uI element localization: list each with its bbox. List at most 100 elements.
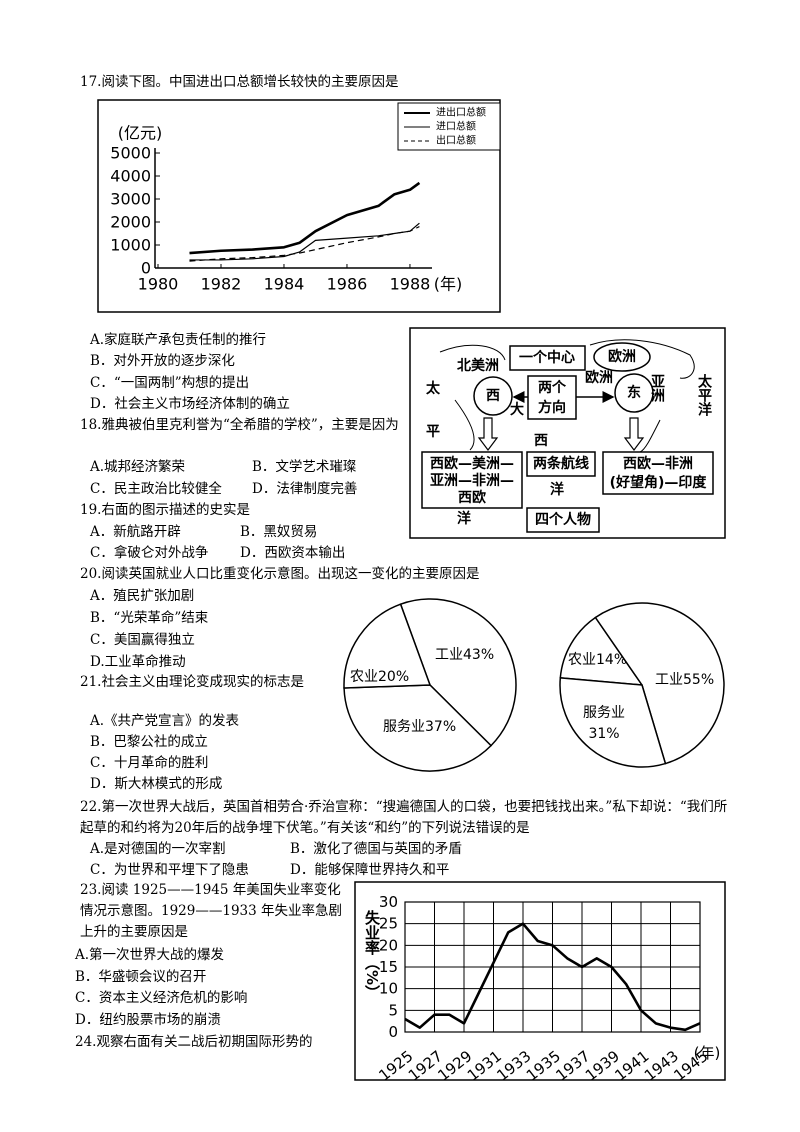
diagram-label: 欧洲 [585, 369, 613, 386]
slice-value: 20% [378, 669, 409, 685]
question-stem: 24.观察右面有关二战后初期国际形势的 [75, 1034, 313, 1050]
coastline [439, 339, 695, 453]
option: A.家庭联产承包责任制的推行 [90, 332, 267, 348]
y-tick-label: 3000 [110, 190, 151, 209]
y-tick-label: 5000 [110, 144, 151, 163]
diagram-label: 大 [510, 401, 524, 418]
data-line [189, 181, 421, 255]
option: A.第一次世界大战的爆发 [75, 947, 225, 963]
continent-oval [593, 342, 651, 372]
diagram-label: (好望角)—印度 [610, 474, 708, 491]
option: D．纽约股票市场的崩溃 [75, 1012, 221, 1028]
legend-label: 出口总额 [436, 134, 476, 147]
down-arrow [477, 417, 499, 451]
option: A．新航路开辟 [90, 524, 181, 540]
diagram-label: 西欧—美洲— [430, 455, 514, 472]
x-tick-label: 1984 [264, 275, 305, 294]
y-axis-label: (亿元) [118, 124, 163, 143]
y-tick-label: 10 [379, 980, 398, 998]
diagram-label: 欧洲 [608, 348, 636, 365]
slice-label: 服务业 [383, 719, 425, 735]
diagram-label: 西 [486, 388, 500, 404]
slice-label: 工业 [655, 672, 683, 688]
question-stem: 19.右面的图示描述的史实是 [80, 502, 250, 518]
option: C．十月革命的胜利 [90, 755, 209, 771]
x-tick-label: 1988 [390, 275, 431, 294]
y-tick-label: 5 [388, 1001, 398, 1019]
diagram-label: 亚洲—非洲— [430, 472, 514, 489]
option: D.工业革命推动 [90, 654, 186, 670]
box [602, 451, 714, 495]
option: B．文学艺术璀璨 [252, 459, 357, 475]
data-line [404, 922, 701, 1032]
slice-label: 农业 [568, 652, 596, 668]
option: D．斯大林模式的形成 [90, 776, 223, 792]
option: D．社会主义市场经济体制的确立 [90, 396, 290, 412]
y-tick-label: 0 [141, 259, 151, 278]
y-tick-label: 30 [379, 893, 398, 911]
slice-value: 55% [683, 672, 714, 688]
direction-circle [614, 373, 654, 413]
diagram-label: 北美洲 [457, 357, 499, 374]
diagram-label: 亚洲 [649, 374, 665, 403]
diagram-label: 西 [534, 433, 548, 449]
pie-slice [343, 684, 493, 772]
option: A．殖民扩张加剧 [90, 588, 195, 604]
data-line [189, 226, 420, 262]
diagram-label: 方向 [538, 399, 566, 416]
box [526, 451, 596, 477]
option: B．黑奴贸易 [240, 524, 318, 540]
y-axis-label: 失业率（%） [363, 909, 381, 1000]
diagram-label: 两条航线 [533, 455, 589, 472]
box [526, 507, 600, 533]
diagram-label: 两个 [538, 379, 567, 396]
question-stem: 20.阅读英国就业人口比重变化示意图。出现这一变化的主要原因是 [80, 566, 480, 582]
option: D．能够保障世界持久和平 [290, 862, 450, 878]
figure-frame [354, 881, 726, 1081]
data-line [189, 222, 420, 261]
legend-label: 进口总额 [436, 120, 476, 133]
question-stem: 23.阅读 1925——1945 年美国失业率变化情况示意图。1929——193… [80, 882, 343, 940]
y-tick-label: 2000 [110, 213, 151, 232]
option: B．对外开放的逐步深化 [90, 353, 235, 369]
slice-value: 31% [588, 726, 619, 742]
diagram-label: 洋 [550, 481, 564, 498]
option: B．巴黎公社的成立 [90, 734, 208, 750]
slice-label: 农业 [350, 669, 378, 685]
option: C．为世界和平埋下了隐患 [90, 862, 249, 878]
pie-slice [559, 616, 644, 686]
x-axis-label: (年) [434, 275, 463, 294]
x-tick-label: 1980 [138, 275, 179, 294]
diagram-label: 洋 [457, 510, 471, 527]
question-stem: 18.雅典被伯里克利誉为“全希腊的学校”，主要是因为 [80, 417, 399, 433]
box [509, 345, 586, 371]
option: C．民主政治比较健全 [90, 481, 222, 497]
y-tick-label: 4000 [110, 167, 151, 186]
box [421, 451, 523, 509]
legend-label: 进出口总额 [436, 106, 486, 119]
diagram-label: 西欧 [458, 489, 486, 506]
option: B．华盛顿会议的召开 [75, 969, 207, 985]
down-arrow [623, 417, 645, 451]
option: B．激化了德国与英国的矛盾 [290, 841, 462, 857]
slice-label: 工业 [435, 647, 463, 663]
slice-label: 服务业 [583, 705, 625, 721]
pie-slice [594, 602, 725, 765]
option: A.城邦经济繁荣 [90, 459, 186, 475]
x-tick-label: 1982 [201, 275, 242, 294]
diagram-label: 太 [426, 380, 441, 397]
y-tick-label: 15 [379, 958, 398, 976]
question-stem: 22.第一次世界大战后，英国首相劳合·乔治宣称：“搜遍德国人的口袋，也要把钱找出… [80, 799, 728, 836]
direction-circle [473, 376, 513, 416]
option: C．资本主义经济危机的影响 [75, 990, 248, 1006]
diagram-label: 西欧—非洲 [623, 455, 693, 472]
option: C．美国赢得独立 [90, 632, 195, 648]
figure-frame [97, 99, 501, 313]
diagram-label: 太平洋 [696, 373, 712, 417]
pie-slice [399, 598, 517, 747]
diagram-label: 一个中心 [519, 349, 575, 366]
option: D．西欧资本输出 [240, 545, 346, 561]
slice-value: 37% [425, 719, 456, 735]
question-stem: 21.社会主义由理论变成现实的标志是 [80, 674, 304, 690]
